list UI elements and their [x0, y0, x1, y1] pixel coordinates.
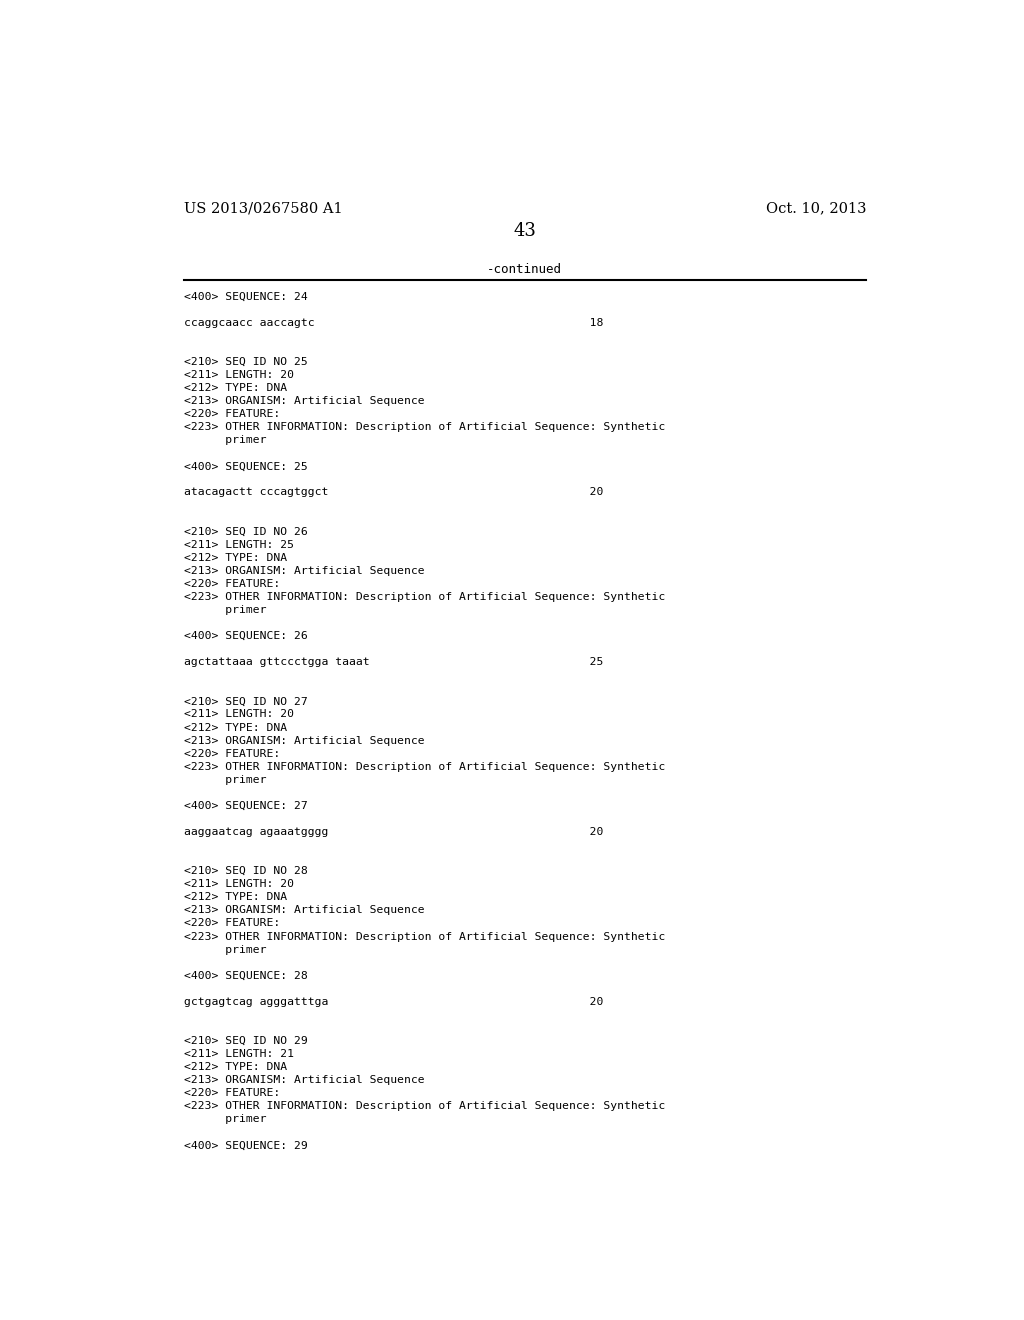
Text: <212> TYPE: DNA: <212> TYPE: DNA [183, 553, 287, 562]
Text: primer: primer [183, 1114, 266, 1125]
Text: agctattaaa gttccctgga taaat                                25: agctattaaa gttccctgga taaat 25 [183, 657, 603, 667]
Text: <210> SEQ ID NO 25: <210> SEQ ID NO 25 [183, 356, 307, 367]
Text: Oct. 10, 2013: Oct. 10, 2013 [766, 201, 866, 215]
Text: primer: primer [183, 775, 266, 785]
Text: <211> LENGTH: 25: <211> LENGTH: 25 [183, 540, 294, 549]
Text: <400> SEQUENCE: 25: <400> SEQUENCE: 25 [183, 461, 307, 471]
Text: atacagactt cccagtggct                                      20: atacagactt cccagtggct 20 [183, 487, 603, 498]
Text: <212> TYPE: DNA: <212> TYPE: DNA [183, 383, 287, 393]
Text: <400> SEQUENCE: 24: <400> SEQUENCE: 24 [183, 292, 307, 301]
Text: primer: primer [183, 436, 266, 445]
Text: <212> TYPE: DNA: <212> TYPE: DNA [183, 722, 287, 733]
Text: primer: primer [183, 945, 266, 954]
Text: <213> ORGANISM: Artificial Sequence: <213> ORGANISM: Artificial Sequence [183, 566, 424, 576]
Text: <211> LENGTH: 20: <211> LENGTH: 20 [183, 709, 294, 719]
Text: aaggaatcag agaaatgggg                                      20: aaggaatcag agaaatgggg 20 [183, 828, 603, 837]
Text: <211> LENGTH: 20: <211> LENGTH: 20 [183, 879, 294, 890]
Text: <210> SEQ ID NO 28: <210> SEQ ID NO 28 [183, 866, 307, 876]
Text: <223> OTHER INFORMATION: Description of Artificial Sequence: Synthetic: <223> OTHER INFORMATION: Description of … [183, 762, 665, 772]
Text: <220> FEATURE:: <220> FEATURE: [183, 1088, 280, 1098]
Text: <211> LENGTH: 20: <211> LENGTH: 20 [183, 370, 294, 380]
Text: -continued: -continued [487, 263, 562, 276]
Text: <213> ORGANISM: Artificial Sequence: <213> ORGANISM: Artificial Sequence [183, 396, 424, 407]
Text: <211> LENGTH: 21: <211> LENGTH: 21 [183, 1049, 294, 1059]
Text: <220> FEATURE:: <220> FEATURE: [183, 919, 280, 928]
Text: <400> SEQUENCE: 27: <400> SEQUENCE: 27 [183, 801, 307, 810]
Text: <210> SEQ ID NO 29: <210> SEQ ID NO 29 [183, 1036, 307, 1045]
Text: <210> SEQ ID NO 27: <210> SEQ ID NO 27 [183, 697, 307, 706]
Text: 43: 43 [513, 223, 537, 240]
Text: <400> SEQUENCE: 29: <400> SEQUENCE: 29 [183, 1140, 307, 1151]
Text: ccaggcaacc aaccagtc                                        18: ccaggcaacc aaccagtc 18 [183, 318, 603, 327]
Text: gctgagtcag agggatttga                                      20: gctgagtcag agggatttga 20 [183, 997, 603, 1007]
Text: <400> SEQUENCE: 28: <400> SEQUENCE: 28 [183, 970, 307, 981]
Text: <220> FEATURE:: <220> FEATURE: [183, 748, 280, 759]
Text: <223> OTHER INFORMATION: Description of Artificial Sequence: Synthetic: <223> OTHER INFORMATION: Description of … [183, 1101, 665, 1111]
Text: <220> FEATURE:: <220> FEATURE: [183, 579, 280, 589]
Text: <400> SEQUENCE: 26: <400> SEQUENCE: 26 [183, 631, 307, 642]
Text: <220> FEATURE:: <220> FEATURE: [183, 409, 280, 418]
Text: <213> ORGANISM: Artificial Sequence: <213> ORGANISM: Artificial Sequence [183, 735, 424, 746]
Text: <223> OTHER INFORMATION: Description of Artificial Sequence: Synthetic: <223> OTHER INFORMATION: Description of … [183, 422, 665, 432]
Text: US 2013/0267580 A1: US 2013/0267580 A1 [183, 201, 342, 215]
Text: <212> TYPE: DNA: <212> TYPE: DNA [183, 1063, 287, 1072]
Text: <213> ORGANISM: Artificial Sequence: <213> ORGANISM: Artificial Sequence [183, 906, 424, 915]
Text: <210> SEQ ID NO 26: <210> SEQ ID NO 26 [183, 527, 307, 537]
Text: primer: primer [183, 605, 266, 615]
Text: <223> OTHER INFORMATION: Description of Artificial Sequence: Synthetic: <223> OTHER INFORMATION: Description of … [183, 932, 665, 941]
Text: <213> ORGANISM: Artificial Sequence: <213> ORGANISM: Artificial Sequence [183, 1076, 424, 1085]
Text: <223> OTHER INFORMATION: Description of Artificial Sequence: Synthetic: <223> OTHER INFORMATION: Description of … [183, 591, 665, 602]
Text: <212> TYPE: DNA: <212> TYPE: DNA [183, 892, 287, 903]
